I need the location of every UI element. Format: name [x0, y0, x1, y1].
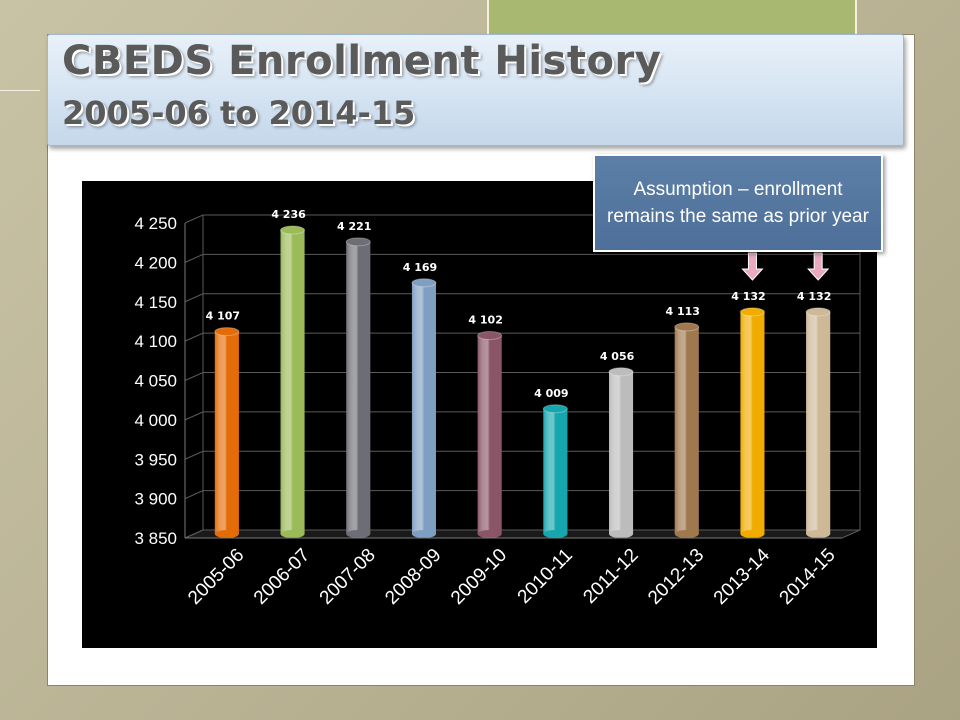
bar-shading: [543, 408, 568, 534]
y-tick-label: 3 900: [134, 490, 177, 509]
value-label: 4 132: [797, 290, 831, 303]
bar-base: [280, 530, 305, 538]
bar-shading: [477, 335, 502, 534]
grid-line-side: [184, 411, 204, 421]
bar-cap: [739, 307, 765, 317]
bar-shading: [214, 331, 239, 534]
y-tick-label: 4 050: [134, 372, 177, 391]
bar-shading: [674, 326, 699, 534]
bar-2005-06: [214, 327, 240, 538]
bar-base: [214, 530, 239, 538]
bars-group: [214, 225, 831, 538]
bar-2009-10: [477, 331, 503, 538]
bar-cap: [674, 322, 700, 332]
bar-2014-15: [805, 307, 831, 538]
grid-line-side: [184, 490, 204, 500]
y-axis: 3 850 3 900 3 950 4 000 4 050 4 100 4 150 4 200…: [134, 214, 186, 548]
bar-shading: [411, 282, 436, 534]
bar-base: [543, 530, 568, 538]
y-tick-label: 4 100: [134, 332, 177, 351]
header-accent-bar: [487, 0, 857, 34]
bar-2006-07: [280, 225, 306, 538]
page-title: CBEDS Enrollment History: [62, 38, 662, 84]
grid-line-side: [184, 214, 204, 224]
bar-2013-14: [739, 307, 765, 538]
bar-cap: [411, 278, 437, 288]
y-tick-label: 3 950: [134, 450, 177, 469]
value-label: 4 009: [534, 387, 568, 400]
value-label: 4 236: [271, 208, 306, 221]
bar-cap: [345, 237, 371, 247]
bar-base: [411, 530, 436, 538]
bar-base: [609, 530, 634, 538]
grid-line-side: [184, 293, 204, 303]
bar-cap: [805, 307, 831, 317]
bar-cap: [477, 331, 503, 341]
bar-2007-08: [345, 237, 371, 538]
y-tick-label: 4 200: [134, 253, 177, 272]
grid-line-side: [184, 253, 204, 263]
value-labels: 4 107 4 236 4 221 4 169 4 102 4 009 4 056 4 113…: [206, 208, 832, 400]
y-tick-label: 4 150: [134, 293, 177, 312]
grid-line-side: [184, 450, 204, 460]
bar-chart: 3 850 3 900 3 950 4 000 4 050 4 100 4 150 4 200…: [82, 181, 877, 648]
y-tick-label: 4 000: [134, 411, 177, 430]
annotation-arrows: [741, 252, 830, 281]
arrow-icon: [741, 252, 764, 281]
y-tick-label: 3 850: [134, 529, 177, 548]
y-tick-label: 4 250: [134, 214, 177, 233]
bar-cap: [542, 404, 568, 414]
bar-cap: [280, 225, 306, 235]
title-banner: [47, 34, 904, 146]
bar-base: [740, 530, 765, 538]
bar-shading: [346, 241, 371, 534]
bar-2008-09: [411, 278, 437, 538]
value-label: 4 132: [731, 290, 765, 303]
value-label: 4 169: [403, 261, 437, 274]
bar-base: [674, 530, 699, 538]
bar-cap: [608, 367, 634, 377]
arrow-icon: [807, 252, 830, 281]
bar-base: [477, 530, 502, 538]
value-label: 4 113: [666, 305, 700, 318]
bar-shading: [740, 311, 765, 534]
assumption-callout: Assumption – enrollment remains the same…: [593, 154, 883, 252]
bg-decoration: [0, 90, 40, 91]
chart-container: 3 850 3 900 3 950 4 000 4 050 4 100 4 150 4 200…: [82, 181, 877, 648]
bar-base: [346, 530, 371, 538]
bar-shading: [806, 311, 831, 534]
bar-2012-13: [674, 322, 700, 538]
value-label: 4 102: [468, 314, 502, 327]
bar-base: [806, 530, 831, 538]
value-label: 4 056: [600, 350, 635, 363]
grid-line-side: [184, 372, 204, 381]
value-label: 4 107: [206, 310, 240, 323]
page-subtitle: 2005-06 to 2014-15: [62, 94, 416, 132]
bar-2010-11: [542, 404, 568, 538]
bar-cap: [214, 327, 240, 337]
grid-line-side: [184, 529, 204, 539]
value-label: 4 221: [337, 220, 371, 233]
bar-shading: [280, 230, 305, 534]
bar-shading: [609, 371, 634, 534]
bar-2011-12: [608, 367, 634, 538]
grid-line-side: [184, 332, 204, 342]
